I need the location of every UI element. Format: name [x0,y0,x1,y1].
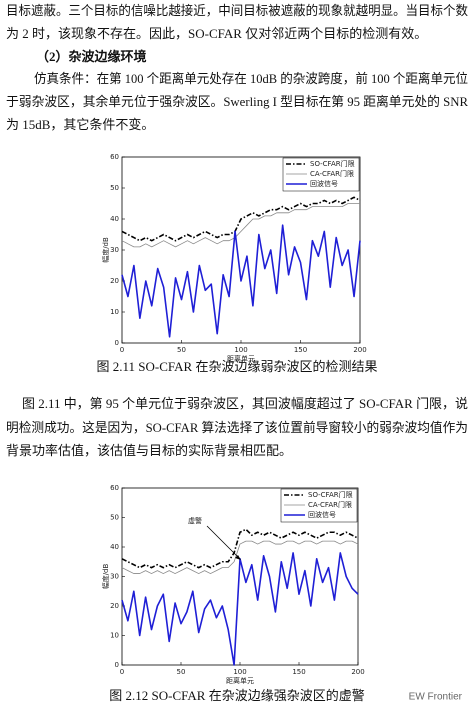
y-tick-label: 10 [110,308,119,316]
y-tick-label: 60 [110,153,119,161]
y-tick-label: 50 [110,514,119,522]
paragraph-line: 图 2.11 中，第 95 个单元位于弱杂波区，其回波幅度超过了 SO-CFAR… [22,396,468,411]
legend-label: SO-CFAR门限 [308,490,353,499]
y-tick-label: 50 [110,184,119,192]
figure-caption: 图 2.11 SO-CFAR 在杂波边缘弱杂波区的检测结果 [97,359,378,374]
y-tick-label: 40 [110,215,119,223]
series-line [121,203,360,248]
annotation-arrow [206,525,240,559]
annotation: 虚警 [188,516,202,525]
paragraph-line: 于弱杂波区，其余单元位于强杂波区。Swerling I 型目标在第 95 距离单… [6,94,468,109]
y-tick-label: 30 [110,573,119,581]
legend-label: 回波信号 [308,510,336,519]
paragraph-line: 明检测成功。这是因为，SO-CFAR 算法选择了该位置前导窗较小的弱杂波均值作为 [6,420,468,435]
x-axis-label: 距离单元 [227,354,255,363]
x-tick-label: 200 [351,668,364,676]
x-tick-label: 150 [292,668,305,676]
figure-caption: 图 2.12 SO-CFAR 在杂波边缘强杂波区的虚警 [109,688,364,703]
paragraph-line: 为 15dB，其它条件不变。 [6,117,154,132]
x-tick-label: 0 [120,346,124,354]
x-tick-label: 50 [177,346,186,354]
y-tick-label: 0 [115,339,119,347]
watermark: EW Frontier [409,692,463,703]
y-tick-label: 30 [110,246,119,254]
arrow-head [235,555,241,560]
legend-label: CA-CFAR门限 [310,169,354,178]
y-tick-label: 10 [110,632,119,640]
series-line [121,528,359,569]
chart: 0 10 20 30 40 50 60 0 50 100 150 200 距离单元 幅度/dB SO-CFA… [97,153,378,374]
legend [282,157,360,192]
paragraph-line: 仿真条件：在第 100 个距离单元处存在 10dB 的杂波跨度，前 100 个距… [34,71,468,86]
x-tick-label: 0 [120,668,124,676]
y-tick-label: 0 [115,661,119,669]
x-tick-label: 100 [233,668,246,676]
y-tick-label: 40 [110,543,119,551]
y-tick-label: 20 [110,277,119,285]
paragraph-line: 目标遮蔽。三个目标的信噪比越接近，中间目标被遮蔽的现象就越明显。当目标个数 [6,3,468,18]
x-tick-label: 150 [294,346,307,354]
y-axis-label: 幅度/dB [101,564,110,590]
series-line [121,196,361,242]
legend [280,488,358,523]
legend-label: 回波信号 [310,179,338,188]
x-tick-label: 100 [234,346,247,354]
y-axis-label: 幅度/dB [101,237,110,263]
series-line [121,540,359,574]
legend-label: SO-CFAR门限 [310,159,355,168]
paragraph-line: 背景功率估值，该估值与目标的实际背景相匹配。 [6,443,292,458]
series-line [121,224,361,338]
y-tick-label: 20 [110,602,119,610]
x-tick-label: 200 [353,346,366,354]
x-tick-label: 50 [177,668,186,676]
section-heading: （2）杂波边缘环境 [36,49,147,64]
y-tick-label: 60 [110,484,119,492]
chart: 0 10 20 30 40 50 60 0 50 100 150 200 距离单元 幅度/dB SO-CFA… [101,484,365,703]
legend-label: CA-CFAR门限 [308,500,352,509]
paragraph-line: 为 2 时，该现象不存在。因此，SO-CFAR 仅对邻近两个目标的检测有效。 [6,26,427,41]
x-axis-label: 距离单元 [226,676,254,685]
